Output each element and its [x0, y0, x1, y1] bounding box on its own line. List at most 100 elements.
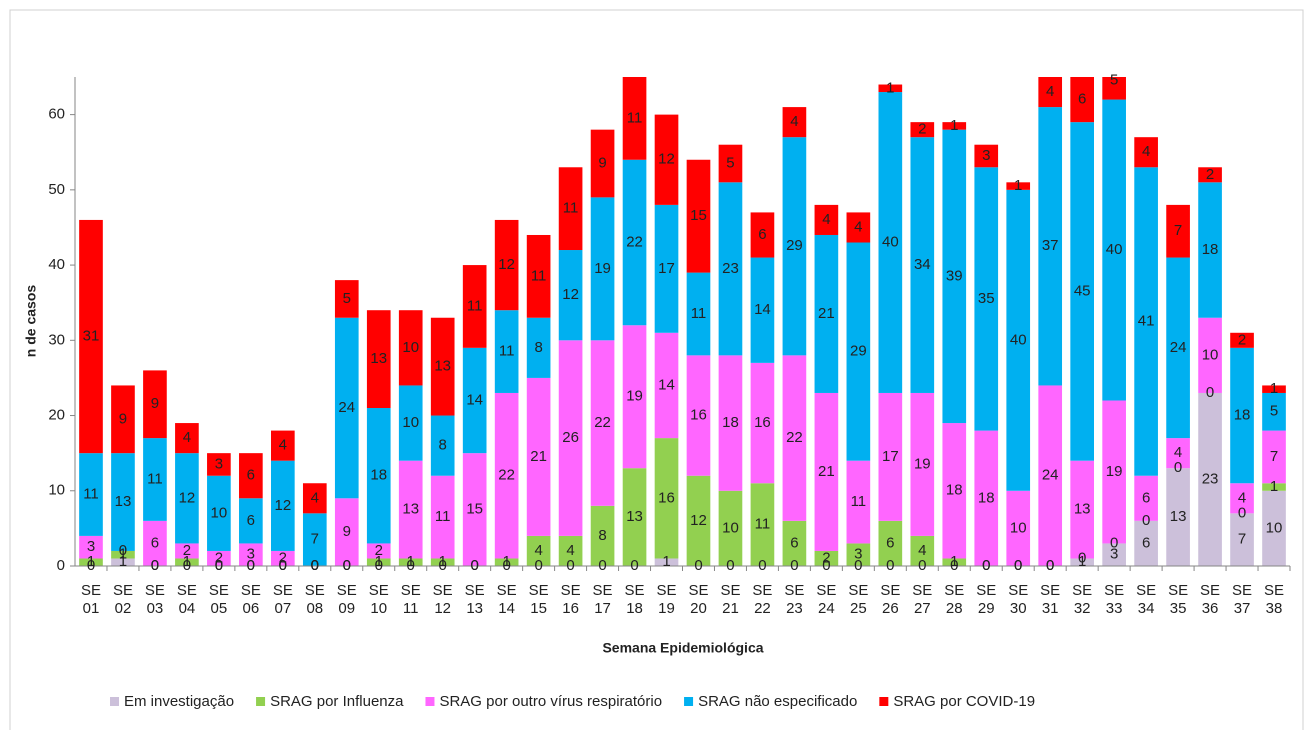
bar-segment [1262, 483, 1286, 491]
bar-segment [111, 453, 135, 551]
bar-segment [1166, 468, 1190, 566]
data-label: 39 [946, 267, 963, 284]
x-tick-label: SE 19 [656, 582, 677, 617]
bar-segment [1134, 475, 1158, 521]
y-tick-label: 10 [48, 482, 65, 499]
data-label: 0 [439, 557, 447, 574]
bar-segment [558, 340, 583, 536]
data-label: 12 [274, 497, 291, 514]
data-label: 18 [978, 489, 995, 506]
bar-segment [398, 558, 423, 566]
data-label: 1 [119, 546, 127, 563]
data-label: 0 [982, 557, 990, 574]
data-label: 6 [1142, 534, 1150, 551]
bar-segment [1006, 182, 1031, 190]
data-label: 0 [854, 557, 862, 574]
data-label: 11 [755, 516, 771, 533]
data-label: 3 [247, 546, 255, 563]
bar-segment [686, 159, 711, 273]
bar-segment [1102, 543, 1126, 566]
data-label: 6 [1078, 91, 1086, 108]
x-tick-label: SE 20 [688, 582, 709, 617]
bar-segment [430, 415, 455, 476]
data-label: 2 [215, 549, 223, 566]
data-label: 1 [1270, 478, 1278, 495]
y-tick-label: 0 [57, 557, 65, 574]
data-label: 0 [279, 557, 287, 574]
bar-segment [526, 317, 551, 378]
bar-segment [143, 438, 167, 521]
data-label: 8 [534, 339, 542, 356]
bar-segment [1070, 460, 1095, 559]
data-label: 9 [343, 523, 351, 540]
data-label: 11 [851, 493, 867, 510]
data-label: 0 [1046, 557, 1054, 574]
data-label: 0 [407, 557, 415, 574]
bar-segment [686, 475, 711, 566]
data-label: 0 [343, 557, 351, 574]
bar-segment [494, 219, 519, 311]
bar-segment [366, 543, 391, 559]
data-label: 40 [1010, 331, 1027, 348]
bar-segment [526, 377, 551, 536]
bar-segment [79, 558, 103, 566]
bar-segment [207, 453, 231, 476]
data-label: 11 [83, 485, 99, 502]
data-label: 12 [690, 512, 707, 529]
data-label: 11 [499, 343, 515, 360]
data-label: 5 [1270, 403, 1278, 420]
data-label: 8 [439, 437, 447, 454]
data-label: 2 [1206, 166, 1214, 183]
bar-segment [1134, 167, 1158, 476]
data-label: 10 [402, 339, 419, 356]
x-tick-label: SE 22 [752, 582, 773, 617]
bar-segment [430, 317, 455, 416]
bar-segment [878, 92, 903, 393]
bar-segment [942, 122, 967, 130]
data-label: 1 [1078, 553, 1086, 570]
data-label: 10 [1010, 519, 1027, 536]
bar-segment [207, 475, 231, 551]
data-label: 4 [183, 429, 191, 446]
x-tick-label: SE 27 [912, 582, 933, 617]
x-tick-label: SE 05 [208, 582, 229, 617]
data-label: 2 [183, 542, 191, 559]
bar-segment [974, 430, 999, 566]
data-label: 1 [439, 553, 447, 570]
bar-segment [942, 558, 967, 566]
bar-segment [175, 558, 199, 566]
bar-segment [814, 234, 839, 393]
bar-segment [1102, 99, 1126, 401]
x-tick-label: SE 16 [560, 582, 581, 617]
bar-segment [558, 250, 583, 341]
bar-segment [175, 543, 199, 559]
bar-segment [846, 460, 871, 544]
data-label: 0 [1206, 384, 1214, 401]
bar-segment [79, 219, 103, 454]
data-label: 1 [950, 117, 958, 134]
bar-segment [590, 197, 615, 341]
bar-segment [910, 122, 935, 138]
data-label: 0 [1014, 557, 1022, 574]
bar-segment [910, 137, 935, 393]
data-label: 4 [790, 113, 798, 130]
data-label: 0 [982, 557, 990, 574]
data-label: 4 [1238, 489, 1246, 506]
x-tick-label: SE 12 [432, 582, 453, 617]
data-label: 23 [722, 260, 739, 277]
bar-segment [239, 543, 263, 566]
data-label: 6 [151, 534, 159, 551]
data-label: 1 [1270, 380, 1278, 397]
bar-segment [750, 212, 775, 258]
data-label: 4 [534, 542, 542, 559]
bar-segment [558, 535, 583, 566]
data-label: 12 [498, 256, 515, 273]
x-tick-label: SE 36 [1200, 582, 1221, 617]
data-label: 4 [1142, 143, 1150, 160]
data-label: 9 [151, 395, 159, 412]
x-tick-label: SE 11 [400, 582, 421, 617]
x-tick-label: SE 02 [112, 582, 133, 617]
x-tick-label: SE 32 [1072, 582, 1093, 617]
data-label: 18 [946, 482, 963, 499]
data-label: 26 [562, 429, 579, 446]
